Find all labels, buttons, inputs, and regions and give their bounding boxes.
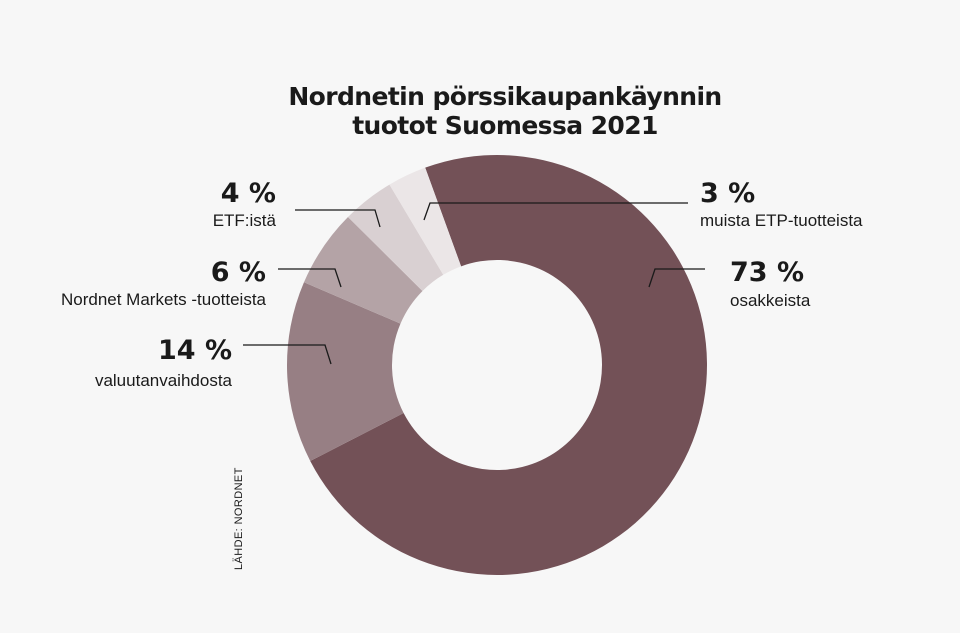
slice-value-label-4: 4 %	[221, 178, 276, 209]
slice-category-label-2: valuutanvaihdosta	[95, 371, 233, 390]
slice-category-label-4: ETF:istä	[213, 211, 277, 230]
chart-title-line-2: tuotot Suomessa 2021	[352, 111, 658, 140]
slice-category-label-5: muista ETP-tuotteista	[700, 211, 863, 230]
slice-category-label-3: Nordnet Markets -tuotteista	[61, 290, 267, 309]
slice-value-label-3: 6 %	[211, 257, 266, 288]
slice-category-label-1: osakkeista	[730, 291, 811, 310]
leader-line-4	[295, 209, 381, 228]
donut-slice-5	[389, 167, 462, 275]
slice-labels: 73 % osakkeista 14 % valuutanvaihdosta 6 % No…	[61, 178, 863, 390]
donut-slice-1	[310, 155, 707, 576]
donut-slice-2	[287, 282, 404, 461]
slice-value-label-2: 14 %	[158, 335, 232, 366]
source-note: LÄHDE: NORDNET	[233, 467, 245, 570]
slice-value-label-1: 73 %	[730, 257, 804, 288]
chart-title-line-1: Nordnetin pörssikaupankäynnin	[288, 82, 722, 111]
slice-value-label-5: 3 %	[700, 178, 755, 209]
leader-line-3	[278, 268, 342, 288]
chart-title: Nordnetin pörssikaupankäynnin tuotot Suo…	[0, 82, 960, 140]
donut-slices	[287, 155, 707, 576]
donut-slice-4	[347, 184, 444, 292]
leader-lines	[243, 202, 705, 365]
leader-line-2	[243, 344, 332, 365]
donut-slice-3	[303, 217, 423, 324]
leader-line-5	[423, 202, 688, 221]
leader-line-1	[648, 268, 705, 288]
